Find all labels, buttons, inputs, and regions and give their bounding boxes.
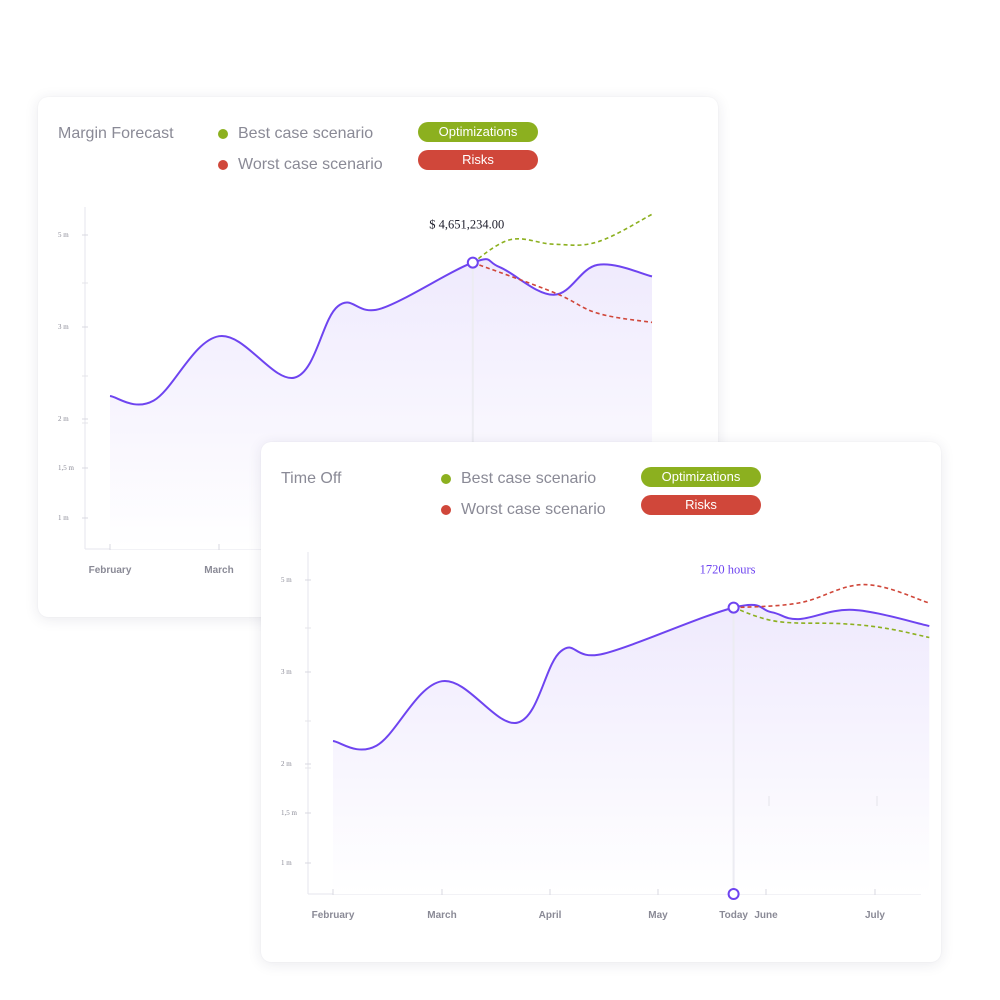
highlight-value-label: $ 4,651,234.00 — [429, 218, 504, 232]
x-tick-label: June — [754, 910, 778, 921]
risks-button[interactable]: Risks — [418, 150, 538, 170]
card-title: Time Off — [281, 470, 342, 487]
best-case-line — [733, 606, 930, 639]
highlight-value-label: 1720 hours — [700, 563, 756, 577]
x-tick-label: March — [204, 565, 233, 576]
area-fill — [333, 604, 930, 894]
best-case-dot-icon — [441, 474, 451, 484]
time-off-card: Time Off Best case scenario Worst case s… — [261, 442, 941, 962]
today-label: Today — [719, 910, 748, 921]
optimizations-button[interactable]: Optimizations — [641, 467, 761, 487]
legend-worst-label: Worst case scenario — [238, 156, 383, 173]
y-tick-label: 5 m — [58, 231, 69, 239]
highlight-point[interactable] — [466, 256, 479, 269]
legend-best-case[interactable]: Best case scenario — [441, 470, 596, 488]
x-tick-label: April — [539, 910, 562, 921]
legend-worst-case[interactable]: Worst case scenario — [441, 501, 606, 519]
legend-worst-label: Worst case scenario — [461, 501, 606, 518]
x-tick-label: March — [427, 910, 456, 921]
legend-worst-case[interactable]: Worst case scenario — [218, 156, 383, 174]
y-tick-label: 1 m — [58, 514, 69, 522]
x-tick-label: February — [312, 910, 355, 921]
y-tick-label: 1 m — [281, 859, 292, 867]
worst-case-line — [472, 261, 653, 324]
y-tick-label: 5 m — [281, 576, 292, 584]
worst-case-dot-icon — [218, 160, 228, 170]
y-tick-label: 2 m — [58, 415, 69, 423]
best-case-line — [472, 213, 653, 264]
legend-best-label: Best case scenario — [238, 125, 374, 142]
risks-button[interactable]: Risks — [641, 495, 761, 515]
worst-case-dot-icon — [441, 505, 451, 515]
y-tick-label: 2 m — [281, 760, 292, 768]
x-tick-label: February — [89, 565, 132, 576]
y-tick-label: 1,5 m — [281, 809, 298, 817]
worst-case-line — [733, 583, 930, 609]
legend-best-case[interactable]: Best case scenario — [218, 125, 373, 143]
main-series-line — [109, 258, 653, 406]
optimizations-button[interactable]: Optimizations — [418, 122, 538, 142]
main-series-line — [332, 603, 930, 751]
time-off-chart: 5 m 3 m 2 m 1,5 m 1 m 1720 hours February March… — [281, 552, 930, 921]
y-tick-label: 1,5 m — [58, 464, 75, 472]
x-tick-label: May — [648, 910, 668, 921]
y-tick-label: 3 m — [281, 668, 292, 676]
x-tick-label: July — [865, 910, 885, 921]
best-case-dot-icon — [218, 129, 228, 139]
highlight-point[interactable] — [727, 601, 740, 614]
today-marker[interactable] — [727, 888, 740, 900]
legend-best-label: Best case scenario — [461, 470, 597, 487]
y-tick-label: 3 m — [58, 323, 69, 331]
card-title: Margin Forecast — [58, 125, 174, 142]
